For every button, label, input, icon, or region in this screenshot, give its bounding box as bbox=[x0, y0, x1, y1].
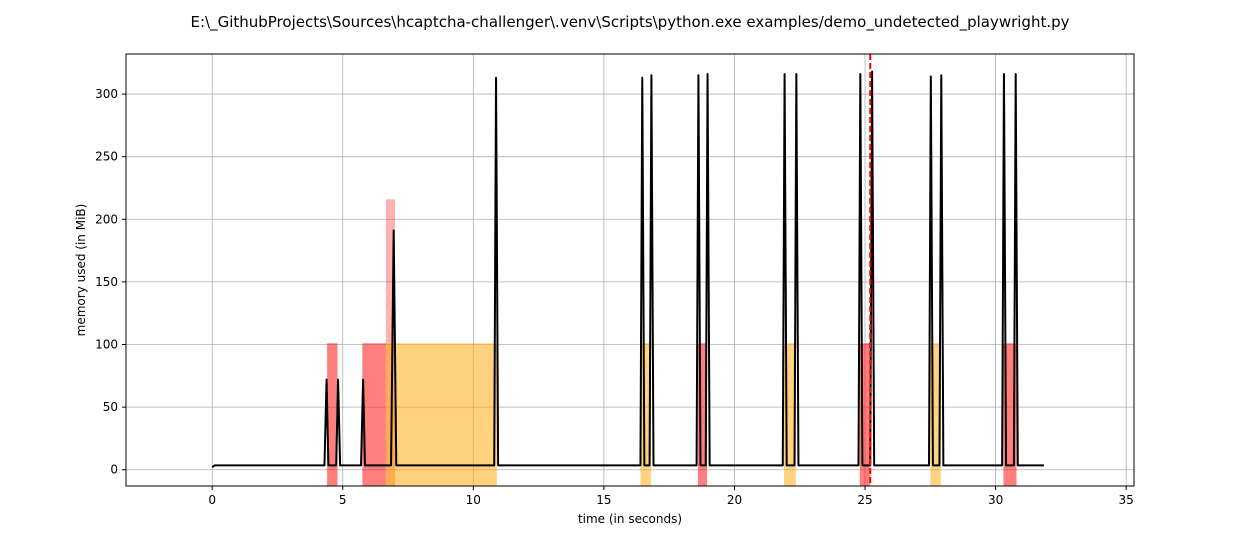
highlight-span bbox=[640, 343, 651, 486]
highlight-span bbox=[362, 343, 386, 486]
y-axis-label: memory used (in MiB) bbox=[74, 204, 88, 337]
x-tick-label: 10 bbox=[466, 493, 481, 507]
y-tick-label: 100 bbox=[95, 338, 118, 352]
highlight-span bbox=[385, 343, 497, 486]
memory-series-line bbox=[211, 70, 1044, 469]
series-group bbox=[211, 70, 1044, 469]
y-tick-label: 50 bbox=[103, 400, 118, 414]
highlight-span bbox=[327, 343, 338, 486]
highlight-span bbox=[697, 343, 708, 486]
x-tick-label: 35 bbox=[1119, 493, 1134, 507]
x-tick-label: 0 bbox=[208, 493, 216, 507]
x-tick-label: 30 bbox=[988, 493, 1003, 507]
x-tick-label: 5 bbox=[339, 493, 347, 507]
highlight-span bbox=[784, 343, 796, 486]
y-tick-label: 200 bbox=[95, 212, 118, 226]
chart-title: E:\_GithubProjects\Sources\hcaptcha-chal… bbox=[190, 13, 1070, 31]
highlight-spans bbox=[327, 199, 1017, 486]
y-tick-label: 250 bbox=[95, 150, 118, 164]
tick-group: 0 5 10 15 20 25 30 35 0 50 100 150 200 250 300 bbox=[95, 87, 1134, 507]
highlight-span bbox=[385, 199, 395, 486]
x-tick-label: 25 bbox=[857, 493, 872, 507]
y-tick-label: 300 bbox=[95, 87, 118, 101]
highlight-span bbox=[930, 343, 941, 486]
x-axis-label: time (in seconds) bbox=[578, 512, 682, 526]
x-tick-label: 20 bbox=[727, 493, 742, 507]
y-tick-label: 150 bbox=[95, 275, 118, 289]
axes-frame bbox=[125, 53, 1135, 487]
y-tick-label: 0 bbox=[110, 463, 118, 477]
grid bbox=[126, 54, 1134, 486]
plot-frame bbox=[125, 53, 1135, 487]
highlight-span bbox=[859, 343, 871, 486]
x-tick-label: 15 bbox=[596, 493, 611, 507]
